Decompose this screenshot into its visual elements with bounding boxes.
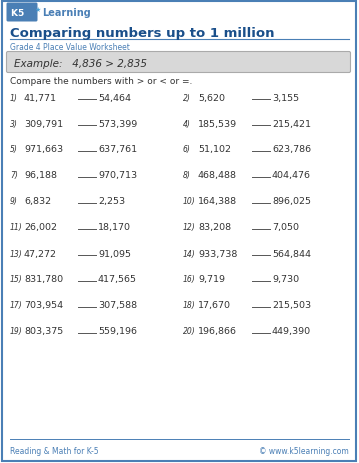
Text: 9,719: 9,719 [198,275,225,284]
Text: Reading & Math for K-5: Reading & Math for K-5 [10,446,99,456]
Text: 307,588: 307,588 [98,301,137,310]
Text: 933,738: 933,738 [198,249,237,258]
Text: 15): 15) [10,275,23,284]
Text: 196,866: 196,866 [198,327,237,336]
Text: 5,620: 5,620 [198,94,225,102]
Text: 564,844: 564,844 [272,249,311,258]
Text: 51,102: 51,102 [198,145,231,154]
Text: 10): 10) [183,197,196,206]
Text: 623,786: 623,786 [272,145,311,154]
Text: 20): 20) [183,327,196,336]
FancyBboxPatch shape [6,4,37,22]
Text: 17,670: 17,670 [198,301,231,310]
Text: 449,390: 449,390 [272,327,311,336]
Text: 803,375: 803,375 [24,327,63,336]
Text: 559,196: 559,196 [98,327,137,336]
Text: Comparing numbers up to 1 million: Comparing numbers up to 1 million [10,27,275,40]
Text: 11): 11) [10,223,23,232]
Text: 14): 14) [183,249,196,258]
Text: 13): 13) [10,249,23,258]
Text: Grade 4 Place Value Worksheet: Grade 4 Place Value Worksheet [10,44,130,52]
Text: 18): 18) [183,301,196,310]
Text: 9): 9) [10,197,18,206]
Text: 971,663: 971,663 [24,145,63,154]
Text: 896,025: 896,025 [272,197,311,206]
Text: 703,954: 703,954 [24,301,63,310]
Text: © www.k5learning.com: © www.k5learning.com [259,446,349,456]
Text: 41,771: 41,771 [24,94,57,102]
Text: 970,713: 970,713 [98,171,137,180]
FancyBboxPatch shape [6,52,350,73]
Text: 19): 19) [10,327,23,336]
Text: 91,095: 91,095 [98,249,131,258]
Text: 17): 17) [10,301,23,310]
Text: 5): 5) [10,145,18,154]
Text: Learning: Learning [42,8,91,19]
Text: 215,503: 215,503 [272,301,311,310]
Text: 6): 6) [183,145,191,154]
Text: 2): 2) [183,94,191,102]
Text: 47,272: 47,272 [24,249,57,258]
Text: Example:   4,836 > 2,835: Example: 4,836 > 2,835 [14,59,147,69]
Text: 26,002: 26,002 [24,223,57,232]
Text: 185,539: 185,539 [198,119,237,128]
Text: 637,761: 637,761 [98,145,137,154]
Text: 7): 7) [10,171,18,180]
Text: 12): 12) [183,223,196,232]
Text: 6,832: 6,832 [24,197,51,206]
Text: 2,253: 2,253 [98,197,125,206]
Text: 8): 8) [183,171,191,180]
Text: 831,780: 831,780 [24,275,63,284]
Text: 16): 16) [183,275,196,284]
Text: K: K [10,9,17,18]
Text: 18,170: 18,170 [98,223,131,232]
Text: 468,488: 468,488 [198,171,237,180]
Text: 96,188: 96,188 [24,171,57,180]
Text: 3,155: 3,155 [272,94,299,102]
Text: 3): 3) [10,119,18,128]
Text: 5: 5 [17,9,23,18]
Text: 417,565: 417,565 [98,275,137,284]
Text: ★: ★ [35,7,41,13]
Text: 7,050: 7,050 [272,223,299,232]
Text: 83,208: 83,208 [198,223,231,232]
FancyBboxPatch shape [2,2,356,461]
Text: 4): 4) [183,119,191,128]
Text: 215,421: 215,421 [272,119,311,128]
Text: 1): 1) [10,94,18,102]
Text: 9,730: 9,730 [272,275,299,284]
Text: 309,791: 309,791 [24,119,63,128]
Text: 573,399: 573,399 [98,119,137,128]
Text: Compare the numbers with > or < or =.: Compare the numbers with > or < or =. [10,77,192,86]
Text: 164,388: 164,388 [198,197,237,206]
Text: 404,476: 404,476 [272,171,311,180]
Text: 54,464: 54,464 [98,94,131,102]
